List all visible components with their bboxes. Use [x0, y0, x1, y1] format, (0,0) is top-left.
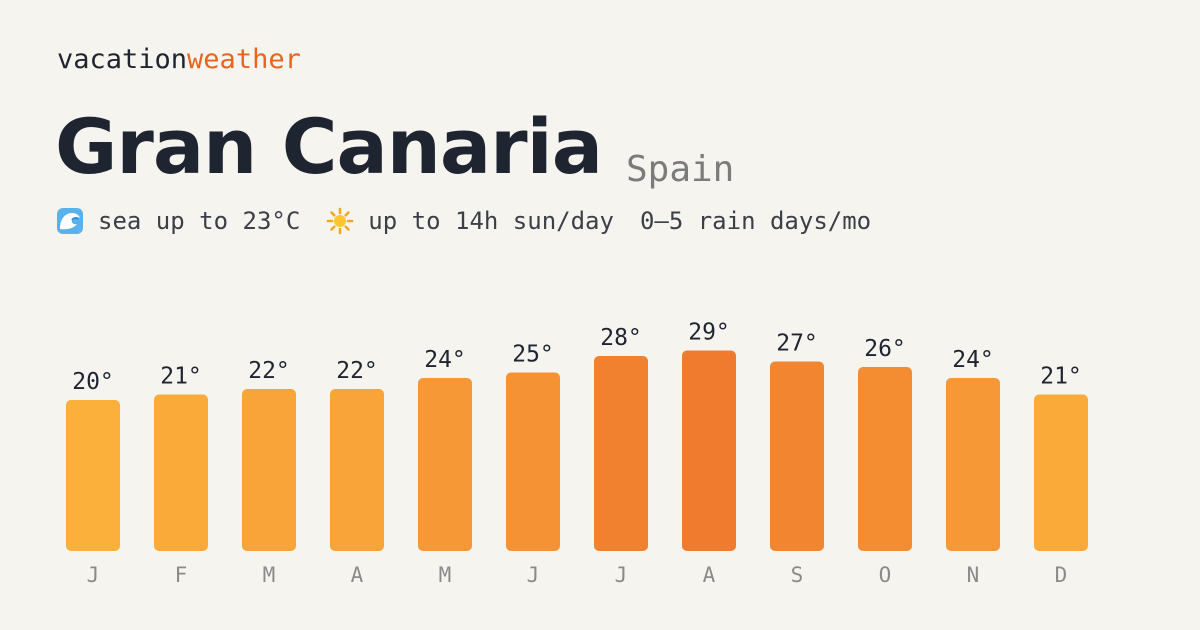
bar-10 — [858, 367, 912, 551]
month-tick-label-5: M — [439, 563, 452, 587]
month-tick-label-11: N — [967, 563, 980, 587]
bar-value-label-5: 24° — [424, 347, 466, 373]
climate-facts: sea up to 23°C up to 14h sun/day 0–5 rai… — [56, 203, 871, 239]
month-tick-label-10: O — [879, 563, 892, 587]
month-tick-label-3: M — [263, 563, 276, 587]
bar-value-label-8: 29° — [688, 320, 730, 346]
bar-4 — [330, 389, 384, 551]
fact-sunshine: up to 14h sun/day — [326, 207, 614, 235]
brand-logo-part1: vacation — [57, 44, 188, 75]
fact-sea-temperature: sea up to 23°C — [56, 207, 300, 235]
fact-rain-days: 0–5 rain days/mo — [640, 207, 871, 235]
month-tick-label-6: J — [527, 563, 540, 587]
bar-12 — [1034, 394, 1088, 551]
month-tick-label-2: F — [175, 563, 188, 587]
month-tick-label-8: A — [703, 563, 716, 587]
bar-7 — [594, 356, 648, 551]
bar-value-label-10: 26° — [864, 336, 906, 362]
bar-6 — [506, 372, 560, 551]
fact-sea-text: sea up to 23°C — [98, 207, 301, 235]
bar-value-label-11: 24° — [952, 347, 994, 373]
month-tick-label-4: A — [351, 563, 364, 587]
month-tick-label-7: J — [615, 563, 628, 587]
bar-value-label-6: 25° — [512, 342, 554, 368]
bar-8 — [682, 350, 736, 551]
bar-11 — [946, 378, 1000, 551]
bar-value-label-7: 28° — [600, 325, 642, 351]
fact-sunshine-text: up to 14h sun/day — [368, 207, 614, 235]
fact-rain-text: 0–5 rain days/mo — [639, 207, 872, 235]
bar-2 — [154, 394, 208, 551]
country-label: Spain — [625, 149, 735, 190]
brand-logo-part2: weather — [187, 44, 301, 75]
bar-value-label-3: 22° — [248, 358, 290, 384]
month-tick-label-1: J — [87, 563, 100, 587]
wave-icon — [56, 207, 84, 235]
month-tick-label-9: S — [791, 563, 804, 587]
sun-icon — [326, 207, 354, 235]
bar-1 — [66, 400, 120, 551]
month-tick-label-12: D — [1055, 563, 1068, 587]
bar-9 — [770, 361, 824, 551]
bar-value-label-9: 27° — [776, 331, 818, 357]
page-title-row: Gran Canaria Spain — [55, 102, 734, 202]
page-title: Gran Canaria — [55, 102, 603, 191]
bar-value-label-12: 21° — [1040, 364, 1082, 390]
bar-3 — [242, 389, 296, 551]
bar-5 — [418, 378, 472, 551]
brand-logo: vacationweather — [57, 44, 301, 75]
bar-value-label-1: 20° — [72, 369, 114, 395]
bar-value-label-2: 21° — [160, 364, 202, 390]
bar-value-label-4: 22° — [336, 358, 378, 384]
